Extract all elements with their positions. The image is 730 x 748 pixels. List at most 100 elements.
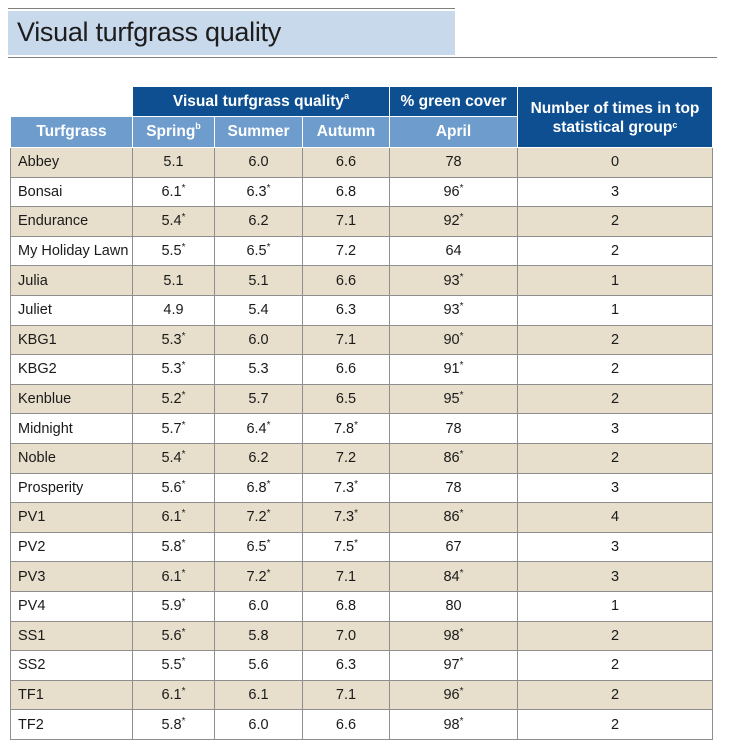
turfgrass-cell: Endurance <box>10 206 133 237</box>
turfgrass-cell: KBG1 <box>10 324 133 356</box>
top-count-cell-value: 2 <box>610 213 620 230</box>
significance-marker: * <box>266 478 271 490</box>
spring-cell: 5.6* <box>132 472 215 504</box>
turfgrass-cell-value: Bonsai <box>18 183 63 200</box>
significance-marker: * <box>181 390 186 402</box>
significance-marker: * <box>354 538 359 550</box>
april-cell: 80 <box>389 590 519 622</box>
top-count-cell: 3 <box>517 176 714 208</box>
turfgrass-cell: Juliet <box>10 294 133 326</box>
significance-marker: * <box>459 715 464 727</box>
top-count-cell: 2 <box>517 235 714 267</box>
top-count-cell: 3 <box>517 413 714 444</box>
spring-cell: 6.1* <box>132 561 215 592</box>
autumn-cell: 7.1 <box>301 561 391 592</box>
top-count-cell-value: 1 <box>610 598 620 615</box>
autumn-cell: 6.6 <box>301 147 391 178</box>
summer-cell: 6.8* <box>214 472 303 504</box>
turfgrass-cell: TF1 <box>10 679 133 711</box>
spring-cell: 5.8* <box>132 709 215 740</box>
table-row: PV3 6.1* 7.2* 7.1 84* 3 <box>10 561 714 592</box>
autumn-cell: 6.6 <box>301 709 391 740</box>
turfgrass-cell: Bonsai <box>10 176 133 208</box>
top-count-cell: 3 <box>517 561 714 592</box>
april-cell: 86* <box>389 502 519 533</box>
summer-cell-value: 7.2 <box>246 509 267 526</box>
autumn-cell-value: 6.3 <box>335 657 357 674</box>
table-row: Endurance 5.4* 6.2 7.1 92* 2 <box>10 206 714 237</box>
top-count-cell: 2 <box>517 442 714 474</box>
april-cell-value: 91 <box>443 361 460 378</box>
significance-marker: * <box>181 182 186 194</box>
significance-marker: * <box>459 508 464 520</box>
spring-cell: 5.6* <box>132 620 215 652</box>
significance-marker: * <box>181 478 186 490</box>
title-banner: Visual turfgrass quality <box>8 11 455 55</box>
spring-cell: 5.3* <box>132 324 215 356</box>
spring-cell: 5.9* <box>132 590 215 622</box>
turfgrass-cell-value: KBG1 <box>18 331 57 348</box>
autumn-cell: 7.1 <box>301 679 391 711</box>
turfgrass-cell: Noble <box>10 442 133 474</box>
significance-marker: * <box>459 449 464 461</box>
spring-cell: 5.1 <box>132 265 215 296</box>
summer-cell: 7.2* <box>214 561 303 592</box>
april-cell-value: 93 <box>443 302 460 319</box>
turfgrass-cell: Midnight <box>10 413 133 444</box>
spring-cell: 5.8* <box>132 531 215 563</box>
april-cell-value: 67 <box>445 539 462 556</box>
summer-cell: 5.6 <box>214 650 303 681</box>
spring-cell-value: 6.1 <box>161 686 182 703</box>
summer-cell-value: 5.7 <box>248 391 269 408</box>
summer-cell-value: 6.2 <box>248 213 269 230</box>
header-group-green-cover: % green cover <box>389 86 519 117</box>
turfgrass-cell: My Holiday Lawn <box>10 235 133 267</box>
summer-cell: 6.0 <box>214 709 303 740</box>
significance-marker: * <box>459 360 464 372</box>
summer-cell-value: 5.8 <box>248 627 269 644</box>
summer-cell-value: 5.1 <box>248 272 269 289</box>
april-cell: 78 <box>389 472 519 504</box>
spring-cell-value: 5.6 <box>161 627 182 644</box>
spring-cell-value: 5.5 <box>161 657 182 674</box>
summer-cell-value: 6.8 <box>246 479 267 496</box>
significance-marker: * <box>266 182 271 194</box>
table-row: KBG2 5.3* 5.3 6.6 91* 2 <box>10 354 714 385</box>
turfgrass-cell: Prosperity <box>10 472 133 504</box>
turfgrass-cell-value: Endurance <box>18 213 89 230</box>
summer-cell: 5.4 <box>214 294 303 326</box>
summer-cell-value: 6.1 <box>248 686 269 703</box>
summer-cell: 7.2* <box>214 502 303 533</box>
summer-cell: 6.0 <box>214 147 303 178</box>
april-cell: 64 <box>389 235 519 267</box>
top-count-cell-value: 2 <box>610 243 620 260</box>
significance-marker: * <box>181 715 186 727</box>
spring-cell-value: 6.1 <box>161 183 182 200</box>
spring-cell-value: 5.4 <box>161 450 182 467</box>
turfgrass-cell-value: PV3 <box>18 568 46 585</box>
turfgrass-cell-value: PV4 <box>18 598 46 615</box>
top-count-cell: 2 <box>517 620 714 652</box>
autumn-cell-value: 6.6 <box>335 716 357 733</box>
autumn-cell: 7.0 <box>301 620 391 652</box>
turfgrass-cell: PV3 <box>10 561 133 592</box>
top-count-cell: 2 <box>517 709 714 740</box>
april-cell-value: 78 <box>445 420 462 437</box>
significance-marker: * <box>266 419 271 431</box>
header-april: April <box>389 116 519 148</box>
table-row: Julia 5.1 5.1 6.6 93* 1 <box>10 265 714 296</box>
summer-cell: 6.2 <box>214 206 303 237</box>
april-cell: 78 <box>389 147 519 178</box>
turfgrass-cell-value: PV2 <box>18 539 46 556</box>
significance-marker: * <box>181 508 186 520</box>
table-row: My Holiday Lawn 5.5* 6.5* 7.2 64 2 <box>10 235 714 267</box>
autumn-cell: 7.2 <box>301 235 391 267</box>
autumn-cell: 6.6 <box>301 265 391 296</box>
significance-marker: * <box>354 508 359 520</box>
table-row: TF1 6.1* 6.1 7.1 96* 2 <box>10 679 714 711</box>
significance-marker: * <box>181 360 186 372</box>
summer-cell-value: 7.2 <box>246 568 267 585</box>
spring-cell-value: 5.8 <box>161 716 182 733</box>
header-spring: Springb <box>132 116 215 148</box>
autumn-cell-value: 7.2 <box>335 243 357 260</box>
